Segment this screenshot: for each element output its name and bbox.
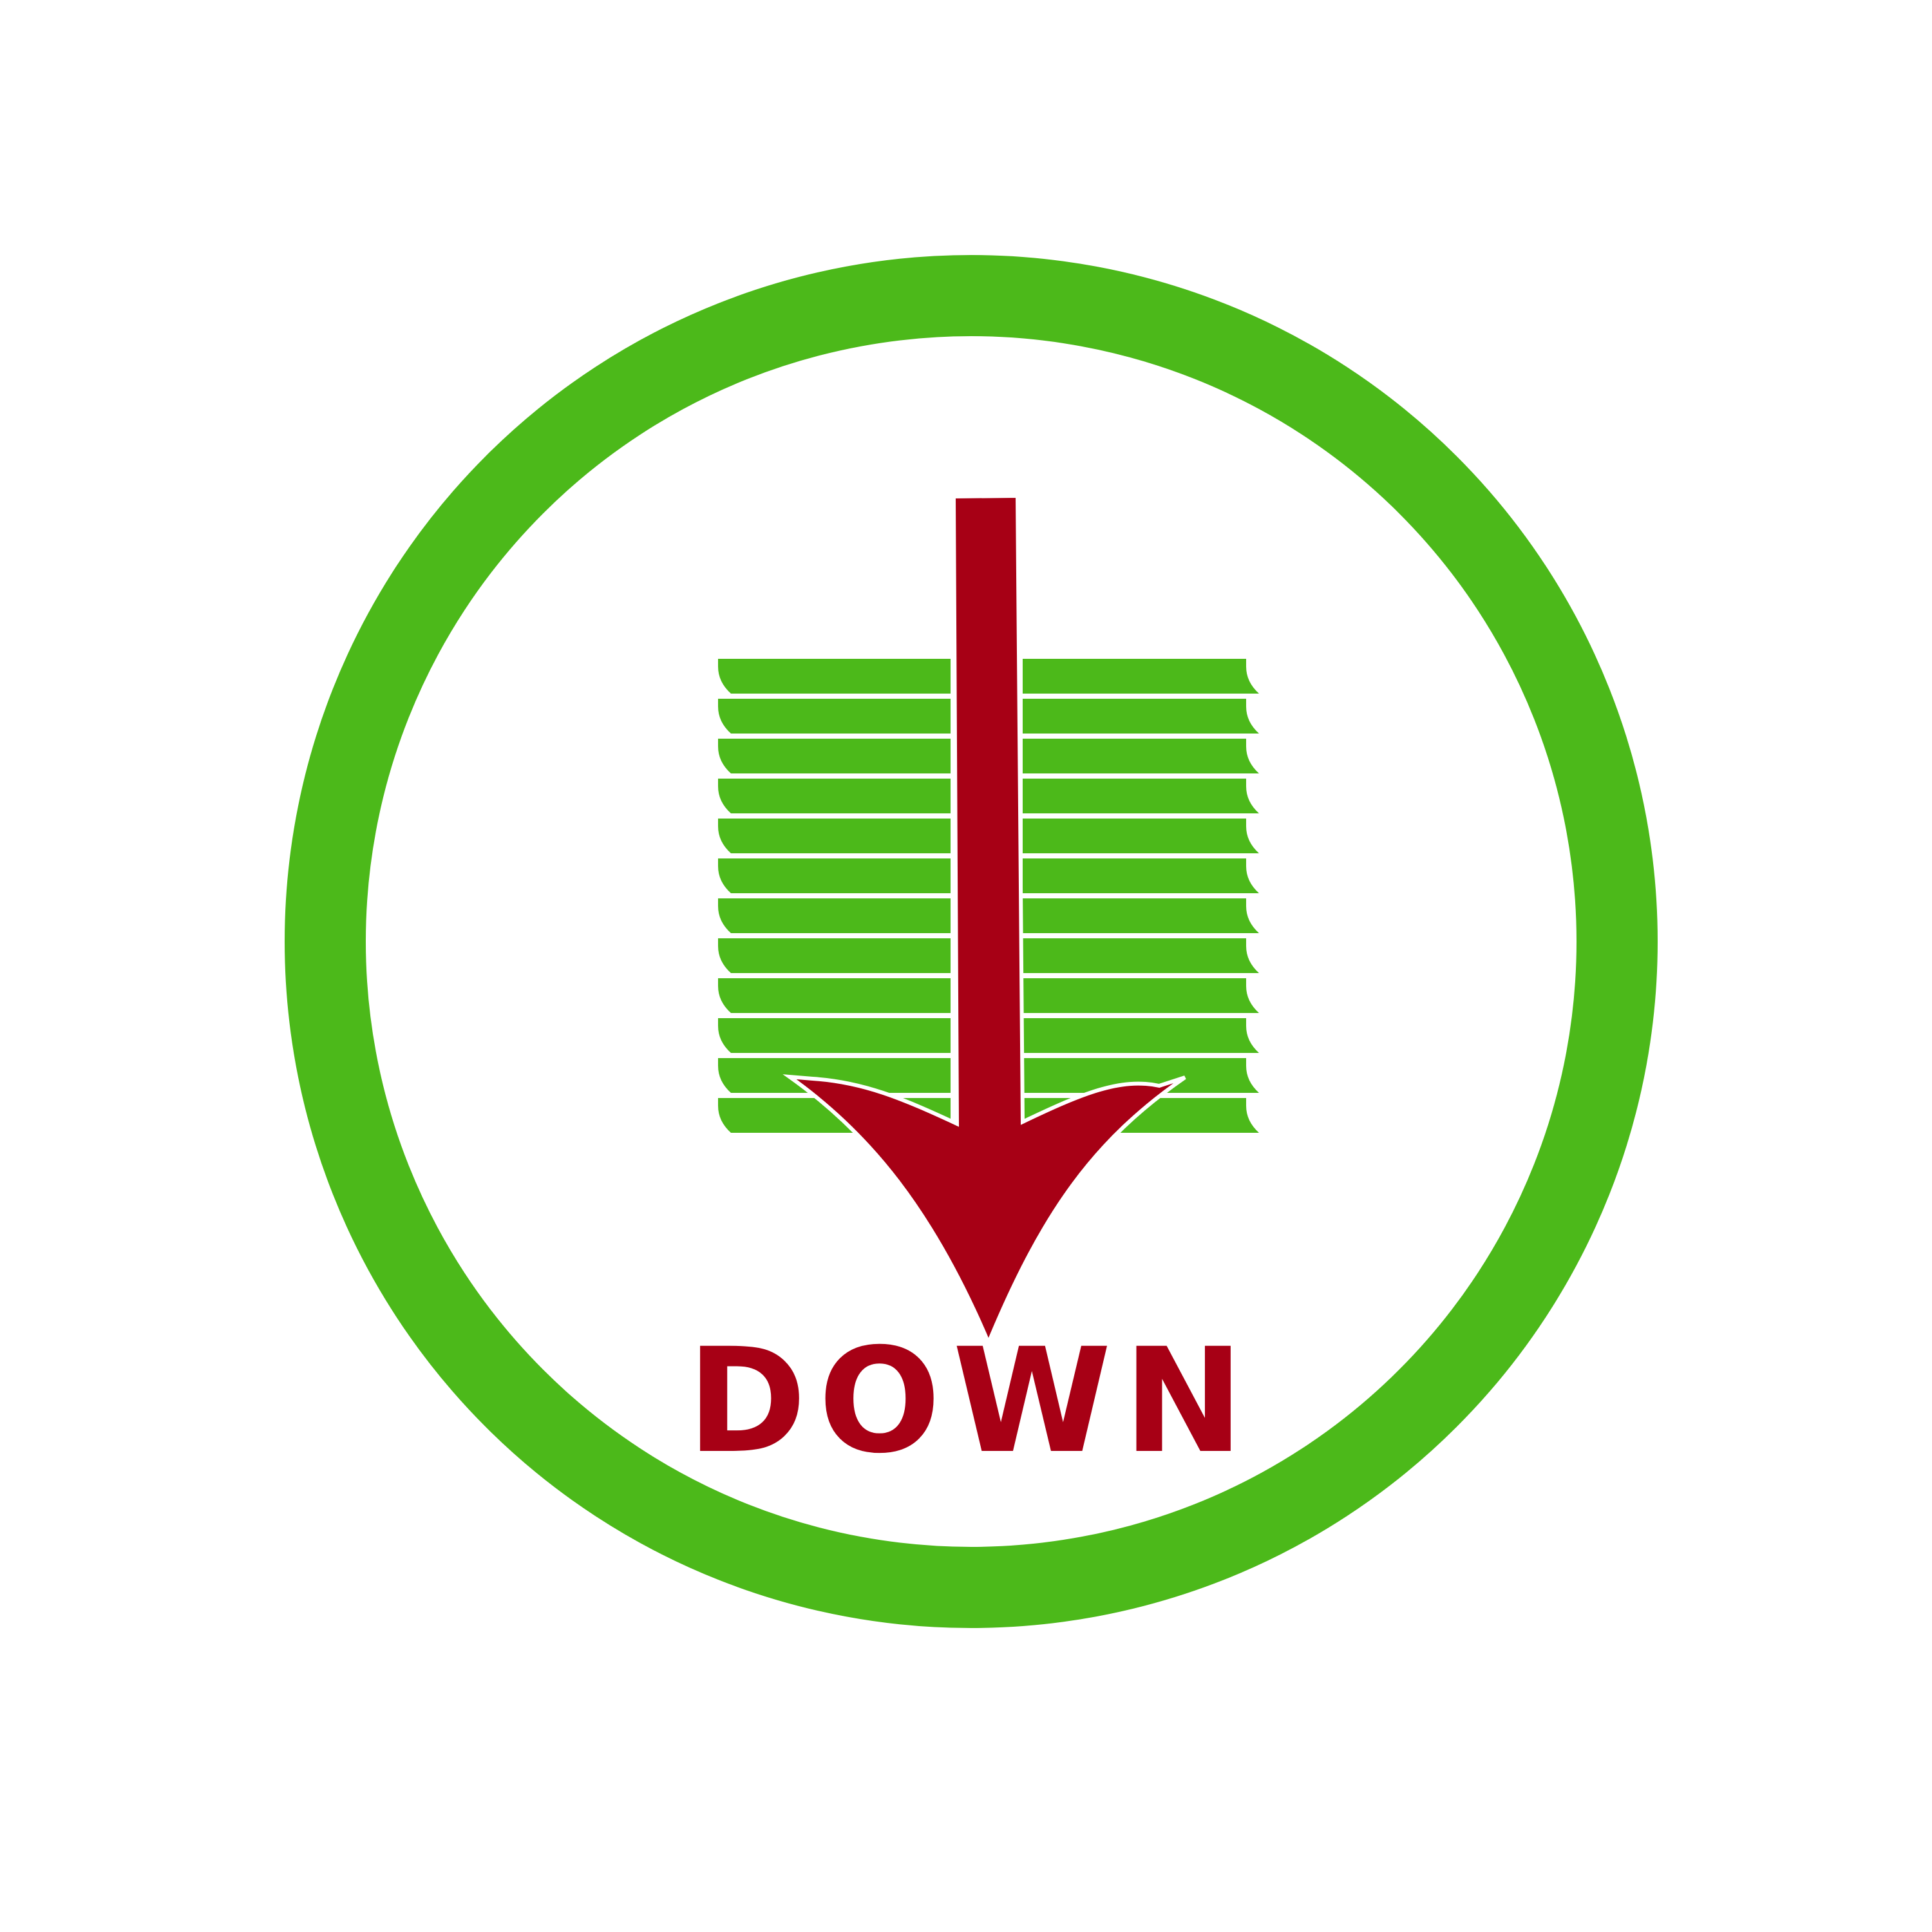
slat-left [718, 978, 951, 1013]
slat-left [718, 699, 951, 734]
slat-right [1023, 1058, 1259, 1093]
slat-right [1023, 978, 1259, 1013]
slat-left [718, 819, 951, 853]
slat-left [718, 1018, 951, 1053]
slat-right [1023, 739, 1259, 773]
slat-left [718, 938, 951, 973]
slat-left [718, 898, 951, 933]
slat-right [1023, 1018, 1259, 1053]
slat-left [718, 739, 951, 773]
slat-left [718, 858, 951, 893]
slat-right [1023, 819, 1259, 853]
green-ring [285, 255, 1658, 1628]
down-label: DOWN [687, 1317, 1256, 1485]
slat-right [1023, 779, 1259, 813]
slat-right [1023, 699, 1259, 734]
slat-right [1023, 898, 1259, 933]
slat-left [718, 779, 951, 813]
slat-right [1023, 938, 1259, 973]
arrow-shape [782, 493, 1186, 1348]
slat-right [1023, 659, 1259, 694]
slat-left [718, 659, 951, 694]
down-arrow-icon [782, 493, 1186, 1348]
slat-right [1023, 858, 1259, 893]
slat-left [718, 1058, 951, 1093]
